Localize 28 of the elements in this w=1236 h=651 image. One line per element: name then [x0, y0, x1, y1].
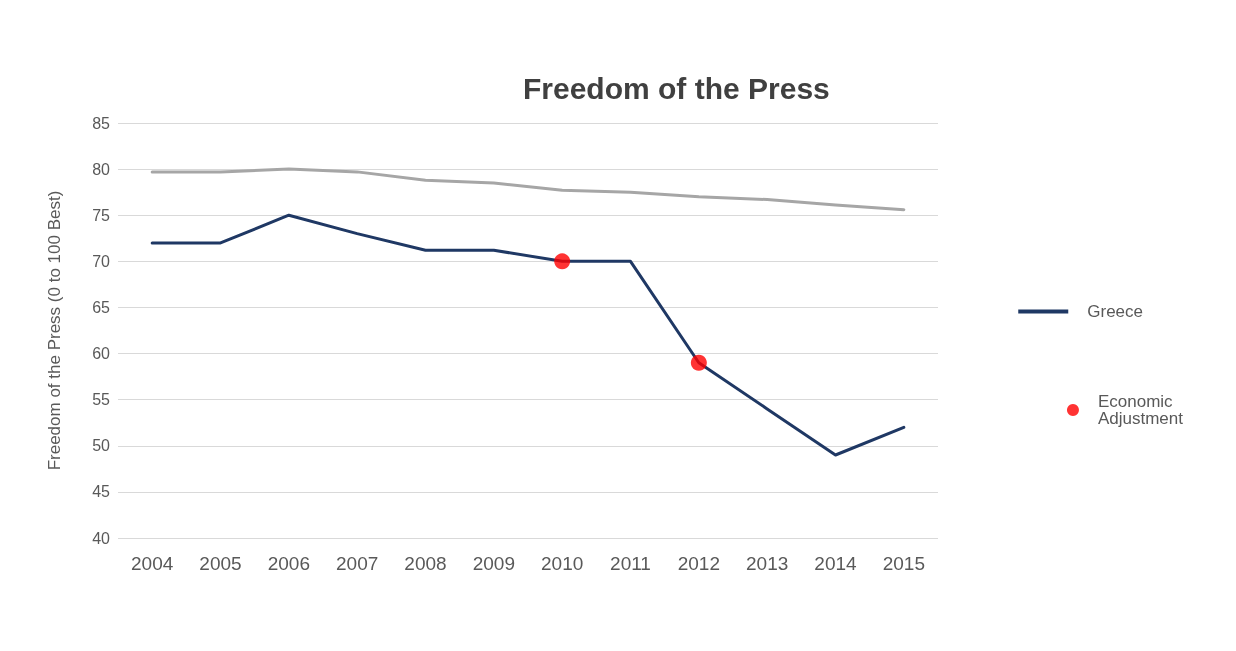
y-tick-label: 45: [92, 483, 111, 501]
x-tick-label: 2015: [882, 553, 925, 574]
x-tick-label: 2010: [541, 553, 584, 574]
x-tick-label: 2005: [199, 553, 242, 574]
legend-label: Greece: [1087, 302, 1143, 321]
x-tick-label: 2004: [131, 553, 174, 574]
x-tick-label: 2007: [336, 553, 379, 574]
line-series: [150, 167, 906, 212]
y-tick-label: 50: [92, 437, 111, 455]
x-tick-label: 2014: [814, 553, 858, 574]
line-series: [150, 213, 906, 457]
x-tick-label: 2012: [677, 553, 720, 574]
x-tick-label: 2006: [267, 553, 310, 574]
x-tick-label: 2011: [610, 553, 651, 574]
y-tick-label: 55: [92, 391, 111, 409]
y-tick-label: 65: [92, 298, 111, 316]
legend-label: Economic Adjustment: [1097, 392, 1184, 428]
x-tick-label: 2009: [472, 553, 515, 574]
y-tick-label: 40: [92, 529, 111, 547]
x-tick-label: 2013: [746, 553, 789, 574]
y-tick-label: 70: [92, 252, 111, 270]
chart-title: Freedom of the Press: [523, 71, 830, 105]
y-tick-label: 75: [92, 206, 111, 224]
y-tick-label: 85: [92, 114, 111, 132]
y-tick-label: 80: [92, 160, 111, 178]
x-tick-label: 2008: [404, 553, 447, 574]
y-axis-title: Freedom of the Press (0 to 100 Best): [45, 190, 64, 471]
y-tick-label: 60: [92, 345, 111, 363]
